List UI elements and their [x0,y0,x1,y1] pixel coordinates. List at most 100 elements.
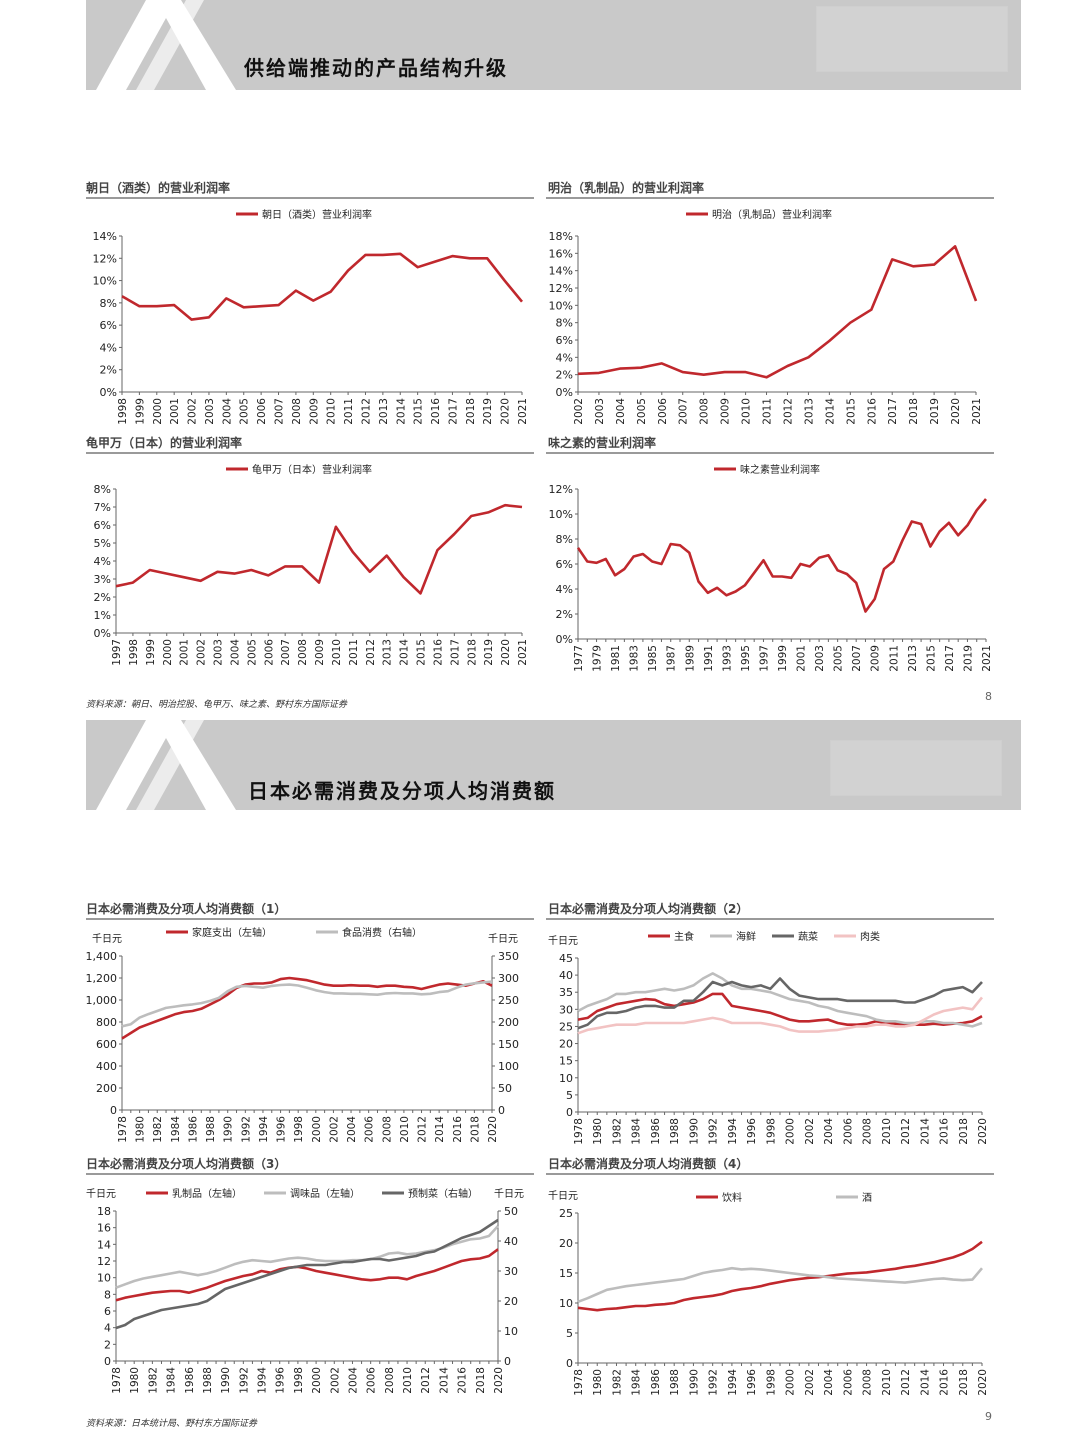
x-tick-label: 2016 [457,1367,469,1394]
y-tick-label: 0% [556,633,573,646]
chart-title: 日本必需消费及分项人均消费额（1） [86,902,287,916]
legend-label: 主食 [674,930,694,943]
x-tick-label: 1994 [257,1367,269,1394]
y-tick-label: 2% [100,364,117,377]
x-tick-label: 2013 [803,398,815,425]
x-tick-label: 2013 [382,639,394,666]
y-tick-label: 0 [110,1104,117,1117]
legend-label: 海鲜 [736,930,756,943]
y-unit-left: 千日元 [92,933,122,945]
x-tick-label: 1982 [611,1118,623,1145]
x-tick-label: 2002 [328,1116,340,1143]
y-right-tick-label: 150 [498,1038,519,1051]
x-tick-label: 1990 [688,1118,700,1145]
y-unit-right: 千日元 [488,933,518,945]
x-tick-label: 2004 [347,1367,359,1394]
x-tick-label: 2002 [804,1118,816,1145]
x-tick-label: 2010 [399,1116,411,1143]
x-tick-label: 2017 [944,645,956,672]
x-tick-label: 1991 [703,645,715,672]
y-tick-label: 6 [104,1305,111,1318]
x-tick-label: 1978 [117,1116,129,1143]
x-tick-label: 1989 [684,645,696,672]
x-tick-label: 2000 [785,1369,797,1396]
x-tick-label: 1997 [758,645,770,672]
series-line [115,1218,499,1330]
series-line [577,972,983,1028]
series-line [577,245,978,379]
x-tick-label: 1992 [708,1118,720,1145]
x-tick-label: 2021 [981,645,993,672]
x-tick-label: 2006 [364,1116,376,1143]
y-tick-label: 10 [97,1272,111,1285]
x-tick-label: 2019 [929,398,941,425]
x-tick-label: 1998 [293,1367,305,1394]
x-tick-label: 1990 [688,1369,700,1396]
x-tick-label: 2020 [487,1116,499,1143]
chart-title: 明治（乳制品）的营业利润率 [548,181,705,195]
series-line [576,498,988,613]
x-tick-label: 2021 [517,639,529,666]
y-tick-label: 15 [559,1267,573,1280]
x-tick-label: 1977 [573,645,585,672]
y-tick-label: 8% [556,317,573,330]
page1-number: 8 [985,690,992,703]
y-tick-label: 12% [549,282,573,295]
x-tick-label: 2001 [179,639,191,666]
x-tick-label: 2005 [833,645,845,672]
chart-asahi: 0% 2% 4% 6% 8% 10% 12% 14% 1998 1999 2000 2001 2002 2… [93,208,529,425]
x-tick-label: 2008 [297,639,309,666]
y-right-tick-label: 50 [504,1205,518,1218]
banner-box [816,6,1008,72]
x-tick-label: 1994 [258,1116,270,1143]
y-unit-left: 千日元 [86,1188,116,1200]
x-tick-label: 2008 [862,1118,874,1145]
x-tick-label: 1986 [650,1118,662,1145]
x-tick-label: 1984 [631,1369,643,1396]
x-tick-label: 1986 [650,1369,662,1396]
y-tick-label: 10% [549,508,573,521]
x-tick-label: 1992 [708,1369,720,1396]
x-tick-label: 2014 [438,1367,450,1394]
x-tick-label: 2002 [804,1369,816,1396]
x-tick-label: 2012 [365,639,377,666]
y-right-tick-label: 300 [498,972,519,985]
x-tick-label: 1992 [238,1367,250,1394]
x-tick-label: 1982 [611,1369,623,1396]
y-tick-label: 200 [96,1082,117,1095]
y-tick-label: 45 [559,952,573,965]
chart-title: 龟甲万（日本）的营业利润率 [86,436,243,450]
x-tick-label: 2014 [399,639,411,666]
page2-source: 资料来源：日本统计局、野村东方国际证券 [86,1419,258,1429]
x-tick-label: 2016 [430,398,442,425]
x-tick-label: 2020 [493,1367,505,1394]
y-tick-label: 10% [549,299,573,312]
x-tick-label: 2019 [482,398,494,425]
legend-label: 食品消费（右轴） [342,926,422,939]
x-tick-label: 2010 [881,1369,893,1396]
series-line [121,252,524,321]
x-tick-label: 1993 [721,645,733,672]
x-tick-label: 2004 [221,398,233,425]
chart-title-rule [546,918,994,920]
x-tick-label: 1981 [610,645,622,672]
x-tick-label: 1998 [128,639,140,666]
x-tick-label: 1994 [727,1118,739,1145]
y-tick-label: 8% [556,533,573,546]
y-right-tick-label: 100 [498,1060,519,1073]
x-tick-label: 2001 [169,398,181,425]
x-tick-label: 2012 [360,398,372,425]
x-tick-label: 1992 [240,1116,252,1143]
x-tick-label: 2011 [343,398,355,425]
x-tick-label: 1978 [573,1369,585,1396]
x-tick-label: 2005 [239,398,251,425]
banner-logo-stripes [96,720,236,810]
series-line [115,1248,499,1302]
y-right-tick-label: 10 [504,1325,518,1338]
y-unit-left: 千日元 [548,935,578,947]
x-tick-label: 1984 [631,1118,643,1145]
x-tick-label: 2017 [447,398,459,425]
x-tick-label: 2003 [204,398,216,425]
x-tick-label: 2016 [866,398,878,425]
y-tick-label: 5% [94,537,111,550]
